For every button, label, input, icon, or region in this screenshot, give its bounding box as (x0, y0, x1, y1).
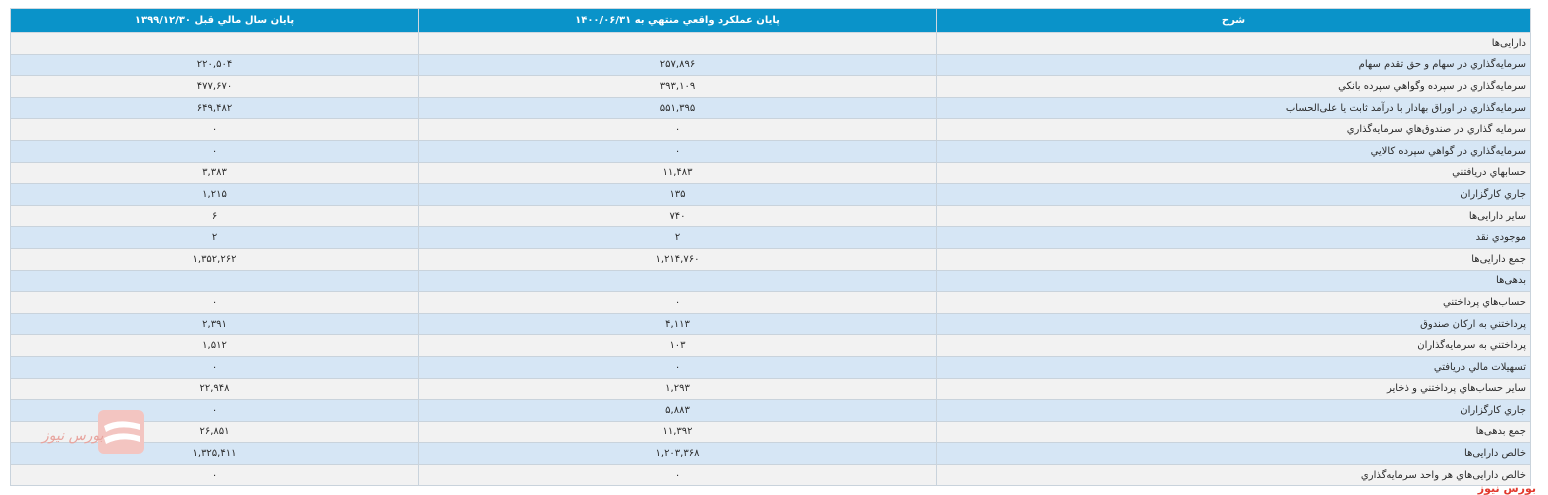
table-row: تسهیلات مالي دریافتي ۰ ۰ (10, 355, 1531, 379)
row-description: تسهیلات مالي دریافتي (936, 355, 1531, 379)
row-current-value: ۳۹۳,۱۰۹ (418, 75, 937, 98)
row-current-value: ۵۵۱,۳۹۵ (418, 96, 937, 120)
header-description: شرح (936, 8, 1531, 33)
row-previous-value: ۶۴۹,۴۸۲ (10, 96, 419, 120)
row-previous-value: ۲,۳۹۱ (10, 312, 419, 336)
table-row: پرداختني به اركان صندوق ۴,۱۱۳ ۲,۳۹۱ (10, 312, 1531, 336)
row-current-value: ۱,۲۰۳,۳۶۸ (418, 442, 937, 465)
row-current-value: ۴,۱۱۳ (418, 312, 937, 336)
header-current-period: پایان عملکرد واقعي منتهي به ۱۴۰۰/۰۶/۳۱ (418, 8, 937, 33)
row-description: سرمایه‌گذاري در سهام و حق تقدم سهام (936, 53, 1531, 77)
table-row: موجودي نقد ۲ ۲ (10, 226, 1531, 249)
header-previous-year: پایان سال مالي قبل ۱۳۹۹/۱۲/۳۰ (10, 8, 419, 33)
row-current-value: ۰ (418, 463, 937, 487)
row-previous-value: ۲۲۰,۵۰۴ (10, 53, 419, 77)
row-description: پرداختني به سرمایه‌گذاران (936, 334, 1531, 357)
row-current-value: ۱,۲۱۴,۷۶۰ (418, 247, 937, 271)
row-previous-value: ۰ (10, 118, 419, 141)
logo-watermark-text: بورس نیوز (40, 428, 104, 444)
row-current-value (418, 269, 937, 293)
row-previous-value: ۰ (10, 463, 419, 487)
row-description: خالص دارایی‌ها (936, 442, 1531, 465)
table-row: دارایی‌ها (10, 32, 1531, 55)
row-current-value (418, 32, 937, 55)
table-row: خالص دارایی‌ها ۱,۲۰۳,۳۶۸ ۱,۳۲۵,۴۱۱ (10, 442, 1531, 465)
row-description: جاري كارگزاران (936, 399, 1531, 422)
row-current-value: ۲ (418, 226, 937, 249)
row-description: سرمایه‌گذاري در گواهي سپرده كالایي (936, 139, 1531, 163)
logo-swoosh-shape (104, 421, 140, 432)
logo-swoosh-shape-2 (104, 433, 140, 444)
row-current-value: ۰ (418, 139, 937, 163)
row-previous-value: ۲ (10, 226, 419, 249)
row-current-value: ۷۴۰ (418, 204, 937, 228)
row-previous-value: ۴۷۷,۶۷۰ (10, 75, 419, 98)
table-row: جمع بدهی‌ها ۱۱,۳۹۲ ۲۶,۸۵۱ (10, 420, 1531, 444)
bourse-news-logo: بورس نیوز (40, 410, 144, 454)
row-description: موجودي نقد (936, 226, 1531, 249)
table-row: خالص دارایی‌هاي هر واحد سرمایه‌گذاري ۰ ۰ (10, 463, 1531, 487)
table-row: جاري كارگزاران ۱۳۵ ۱,۲۱۵ (10, 183, 1531, 206)
row-previous-value: ۱,۳۵۲,۲۶۲ (10, 247, 419, 271)
row-current-value: ۱,۲۹۳ (418, 377, 937, 401)
financial-table: شرح پایان عملکرد واقعي منتهي به ۱۴۰۰/۰۶/… (10, 8, 1531, 487)
table-row: جمع دارایی‌ها ۱,۲۱۴,۷۶۰ ۱,۳۵۲,۲۶۲ (10, 247, 1531, 271)
row-current-value: ۰ (418, 118, 937, 141)
row-description: خالص دارایی‌هاي هر واحد سرمایه‌گذاري (936, 463, 1531, 487)
row-current-value: ۵,۸۸۳ (418, 399, 937, 422)
row-description: حساب‌هاي پرداختني (936, 291, 1531, 314)
row-current-value: ۱۳۵ (418, 183, 937, 206)
row-current-value: ۱۰۳ (418, 334, 937, 357)
row-description: جمع دارایی‌ها (936, 247, 1531, 271)
table-body: دارایی‌ها سرمایه‌گذاري در سهام و حق تقدم … (10, 32, 1531, 487)
corner-brand-label: بورس نیوز (1477, 482, 1536, 495)
table-row: جاري كارگزاران ۵,۸۸۳ ۰ (10, 399, 1531, 422)
logo-box-shape (98, 410, 144, 454)
table-row: سرمایه‌گذاري در گواهي سپرده كالایي ۰ ۰ (10, 139, 1531, 163)
row-description: سرمایه‌گذاري در سپرده وگواهي سپرده بانكي (936, 75, 1531, 98)
row-description: دارایی‌ها (936, 32, 1531, 55)
row-description: جمع بدهی‌ها (936, 420, 1531, 444)
row-description: سایر حساب‌هاي پرداختني و ذخایر (936, 377, 1531, 401)
row-current-value: ۰ (418, 355, 937, 379)
row-current-value: ۲۵۷,۸۹۶ (418, 53, 937, 77)
row-description: جاري كارگزاران (936, 183, 1531, 206)
table-row: سرمایه‌گذاري در سهام و حق تقدم سهام ۲۵۷,۸… (10, 53, 1531, 77)
row-current-value: ۱۱,۴۸۳ (418, 161, 937, 185)
table-header-row: شرح پایان عملکرد واقعي منتهي به ۱۴۰۰/۰۶/… (10, 8, 1531, 33)
row-current-value: ۱۱,۳۹۲ (418, 420, 937, 444)
table-row: سایر دارایی‌ها ۷۴۰ ۶ (10, 204, 1531, 228)
table-row: حساب‌هاي پرداختني ۰ ۰ (10, 291, 1531, 314)
row-description: سرمایه‌گذاري در اوراق بهادار با درآمد ثا… (936, 96, 1531, 120)
table-row: پرداختني به سرمایه‌گذاران ۱۰۳ ۱,۵۱۲ (10, 334, 1531, 357)
table-row: سرمایه‌گذاري در اوراق بهادار با درآمد ثا… (10, 96, 1531, 120)
table-row: سایر حساب‌هاي پرداختني و ذخایر ۱,۲۹۳ ۲۲,۹۴… (10, 377, 1531, 401)
table-row: سرمایه گذاري در صندوق‌هاي سرمایه‌گذاري ۰ ۰ (10, 118, 1531, 141)
row-description: بدهی‌ها (936, 269, 1531, 293)
row-description: سایر دارایی‌ها (936, 204, 1531, 228)
row-description: پرداختني به اركان صندوق (936, 312, 1531, 336)
row-previous-value: ۶ (10, 204, 419, 228)
row-description: حسابهاي دریافتني (936, 161, 1531, 185)
row-previous-value: ۲۲,۹۴۸ (10, 377, 419, 401)
row-previous-value (10, 269, 419, 293)
row-previous-value: ۰ (10, 139, 419, 163)
row-previous-value: ۱,۲۱۵ (10, 183, 419, 206)
table-row: حسابهاي دریافتني ۱۱,۴۸۳ ۳,۳۸۳ (10, 161, 1531, 185)
row-previous-value: ۳,۳۸۳ (10, 161, 419, 185)
row-previous-value: ۰ (10, 291, 419, 314)
row-previous-value: ۱,۵۱۲ (10, 334, 419, 357)
table-row: سرمایه‌گذاري در سپرده وگواهي سپرده بانكي… (10, 75, 1531, 98)
table-row: بدهی‌ها (10, 269, 1531, 293)
row-previous-value (10, 32, 419, 55)
row-previous-value: ۰ (10, 355, 419, 379)
row-description: سرمایه گذاري در صندوق‌هاي سرمایه‌گذاري (936, 118, 1531, 141)
row-current-value: ۰ (418, 291, 937, 314)
